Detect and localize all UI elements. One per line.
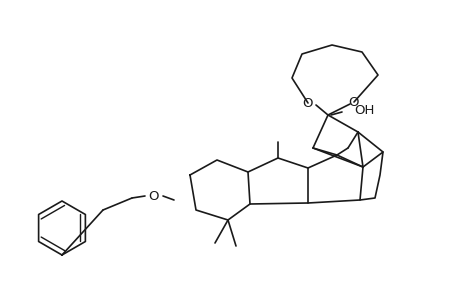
Text: O: O — [148, 190, 159, 202]
Text: OH: OH — [353, 103, 374, 116]
Text: O: O — [348, 95, 358, 109]
Text: O: O — [302, 97, 313, 110]
